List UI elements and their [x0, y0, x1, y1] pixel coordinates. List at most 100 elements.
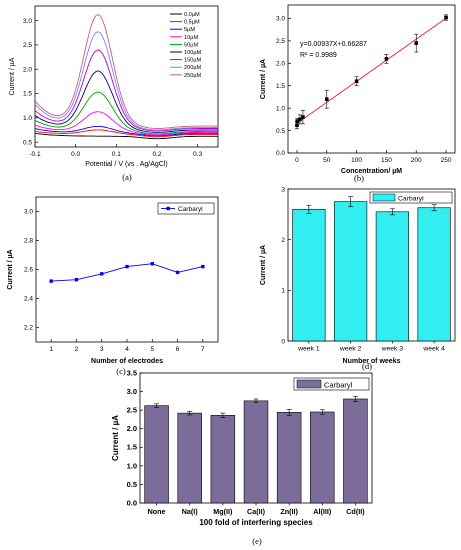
- y-axis-label: Current / µA: [111, 415, 120, 461]
- x-axis-label: Concentration/ µM: [341, 168, 402, 175]
- bar-Mg(II): [210, 415, 236, 504]
- y-tick-label: 1.5: [276, 83, 285, 90]
- x-tick-label: -0.1: [29, 151, 41, 158]
- x-axis-label: Number of weeks: [343, 358, 401, 365]
- y-tick-label: 0.0: [127, 498, 137, 507]
- x-axis-label: Number of electrodes: [91, 358, 163, 365]
- legend-marker: [166, 206, 170, 211]
- panel-caption: (c): [116, 366, 126, 376]
- y-axis-label: Current / µA: [260, 59, 267, 99]
- bar-Cd(II): [343, 398, 368, 504]
- legend-label: 10µM: [184, 35, 198, 41]
- x-tick-label: week 2: [339, 346, 362, 353]
- x-tick-label: 0.0: [71, 151, 80, 158]
- fit-line: [296, 17, 447, 124]
- y-tick-label: 2.0: [276, 61, 285, 68]
- legend-swatch: [296, 379, 322, 389]
- data-point: [125, 264, 129, 269]
- y-tick-label: 0.0: [276, 150, 285, 157]
- y-axis-label: Current / µA: [260, 245, 267, 285]
- x-tick-label: Cd(II): [346, 507, 365, 516]
- x-tick-label: 50: [323, 157, 331, 164]
- voltammogram-0.5µM: [34, 129, 218, 138]
- panel-caption: (a): [122, 172, 132, 182]
- data-point: [175, 270, 180, 275]
- data-point: [324, 97, 329, 101]
- y-tick-label: 3: [281, 186, 285, 193]
- y-tick-label: 1.5: [23, 91, 32, 98]
- y-tick-label: 2.0: [23, 66, 32, 73]
- data-point: [74, 277, 79, 282]
- bar-None: [144, 405, 169, 504]
- y-tick-label: 0.5: [23, 139, 32, 146]
- legend-box: [369, 191, 453, 204]
- x-tick-label: 0: [295, 157, 299, 164]
- data-point: [384, 57, 389, 61]
- x-tick-label: week 4: [422, 346, 445, 353]
- y-tick-label: 3.0: [127, 387, 137, 396]
- x-tick-label: 7: [201, 346, 205, 353]
- plot-frame: [34, 5, 219, 148]
- x-tick-label: 250: [441, 157, 452, 164]
- bar-week 4: [417, 207, 451, 342]
- voltammogram-150µM: [34, 49, 218, 132]
- data-point: [414, 41, 419, 45]
- bar-week 2: [334, 201, 368, 342]
- x-tick-label: Al(III): [313, 507, 332, 516]
- panel-caption: (b): [354, 173, 364, 183]
- data-point: [150, 262, 154, 266]
- x-tick-label: 200: [411, 157, 422, 164]
- y-tick-label: 0.5: [127, 480, 137, 489]
- legend-label: Carbaryl: [178, 206, 203, 213]
- legend-label: 100µM: [184, 50, 202, 56]
- voltammogram-10µM: [34, 111, 218, 136]
- panel-b: 0 50 100 150 200 250 0.0 0.5 1.0 1.5 2.0 2.5 3.0 Conc…: [260, 4, 456, 183]
- data-point: [295, 123, 299, 127]
- legend-swatch: [372, 193, 396, 202]
- y-tick-label: 1.0: [276, 105, 285, 112]
- fit-equation: y=0.00937X+0.66287: [300, 41, 367, 48]
- legend-label: 0.5µM: [184, 20, 200, 26]
- x-tick-label: Ca(II): [247, 507, 266, 516]
- x-tick-label: 1: [49, 346, 53, 353]
- legend-label: 0.0µM: [184, 12, 200, 18]
- y-tick-label: 2.8: [24, 238, 33, 245]
- voltammogram-100µM: [34, 70, 218, 133]
- y-tick-label: 3.0: [23, 18, 32, 25]
- y-axis-label: Current / µA: [7, 249, 14, 289]
- x-tick-label: Na(I): [182, 507, 199, 516]
- x-tick-label: 0.2: [152, 151, 161, 158]
- y-tick-label: 2.5: [276, 38, 285, 45]
- y-tick-label: 2.2: [24, 325, 33, 332]
- y-tick-label: 2: [281, 237, 285, 244]
- y-tick-label: 1.0: [127, 461, 137, 470]
- legend-label: 5µM: [184, 27, 195, 33]
- panel-caption: (e): [252, 536, 262, 546]
- bar-week 1: [292, 208, 326, 342]
- voltammogram-50µM: [34, 91, 218, 135]
- bar-Ca(II): [243, 400, 269, 504]
- data-point: [298, 117, 302, 122]
- y-tick-label: 1: [281, 288, 285, 295]
- x-tick-label: None: [148, 507, 166, 516]
- plot-frame: [287, 188, 456, 342]
- y-tick-label: 2.5: [127, 406, 137, 415]
- x-tick-label: 150: [381, 157, 392, 164]
- x-axis-label: 100 fold of interfering species: [199, 518, 313, 527]
- y-tick-label: 2.6: [24, 267, 33, 274]
- data-point: [301, 115, 305, 119]
- legend-label: Carbaryl: [324, 381, 353, 390]
- plot-frame: [287, 4, 456, 154]
- data-point: [295, 119, 300, 123]
- bar-Zn(II): [276, 412, 302, 504]
- y-tick-label: 0: [281, 338, 285, 345]
- x-tick-label: 6: [176, 346, 180, 353]
- y-tick-label: 3.0: [24, 209, 33, 216]
- x-tick-label: Zn(II): [280, 507, 298, 516]
- voltammogram-200µM: [34, 31, 218, 131]
- panel-a: -0.1 0.0 0.1 0.2 0.3 0.5 1.0 1.5 2.0 2.5 3.0 Potent…: [9, 5, 219, 182]
- x-tick-label: 4: [125, 346, 129, 353]
- panel-d: 0 1 2 3 week 1 week 2 week 3 week 4 Number of we…: [260, 186, 456, 371]
- x-tick-label: 3: [100, 346, 104, 353]
